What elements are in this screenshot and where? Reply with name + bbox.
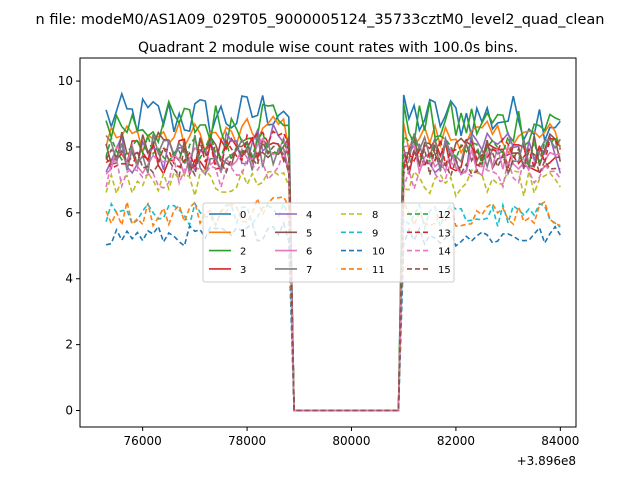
legend-label-15: 15 — [438, 265, 451, 276]
chart-title: Quadrant 2 module wise count rates with … — [138, 40, 518, 56]
legend-label-1: 1 — [240, 228, 246, 239]
legend-box — [202, 202, 455, 283]
x-tick-label: 84000 — [541, 434, 579, 448]
legend-label-14: 14 — [438, 247, 451, 258]
x-tick-label: 82000 — [437, 434, 475, 448]
y-tick-label: 10 — [58, 74, 73, 88]
plot-frame — [79, 57, 577, 428]
legend-label-0: 0 — [240, 210, 246, 221]
y-tick-label: 8 — [65, 140, 73, 154]
legend-label-2: 2 — [240, 247, 246, 258]
legend-label-12: 12 — [438, 210, 451, 221]
series-line-15 — [105, 139, 561, 412]
y-tick-label: 6 — [65, 206, 73, 220]
x-axis: 76000 78000 80000 82000 84000 — [124, 427, 579, 448]
legend-label-3: 3 — [240, 265, 246, 276]
series-lines — [105, 91, 562, 412]
legend-label-9: 9 — [372, 228, 378, 239]
y-axis: 0 2 4 6 8 10 — [58, 74, 80, 418]
legend-label-10: 10 — [372, 247, 385, 258]
figure-suptitle: n file: modeM0/AS1A09_029T05_9000005124_… — [36, 12, 605, 28]
y-tick-label: 4 — [65, 272, 73, 286]
x-tick-label: 76000 — [124, 434, 162, 448]
y-tick-label: 0 — [65, 404, 73, 418]
legend-label-5: 5 — [306, 228, 312, 239]
x-tick-label: 78000 — [228, 434, 266, 448]
x-tick-label: 80000 — [332, 434, 370, 448]
legend-label-11: 11 — [372, 265, 385, 276]
legend-label-13: 13 — [438, 228, 451, 239]
plot-area — [79, 57, 577, 428]
y-tick-label: 2 — [65, 338, 73, 352]
x-offset-label: +3.896e8 — [517, 454, 576, 468]
legend-label-7: 7 — [306, 265, 312, 276]
legend-label-8: 8 — [372, 210, 378, 221]
legend-label-4: 4 — [306, 210, 312, 221]
legend-label-6: 6 — [306, 247, 312, 258]
